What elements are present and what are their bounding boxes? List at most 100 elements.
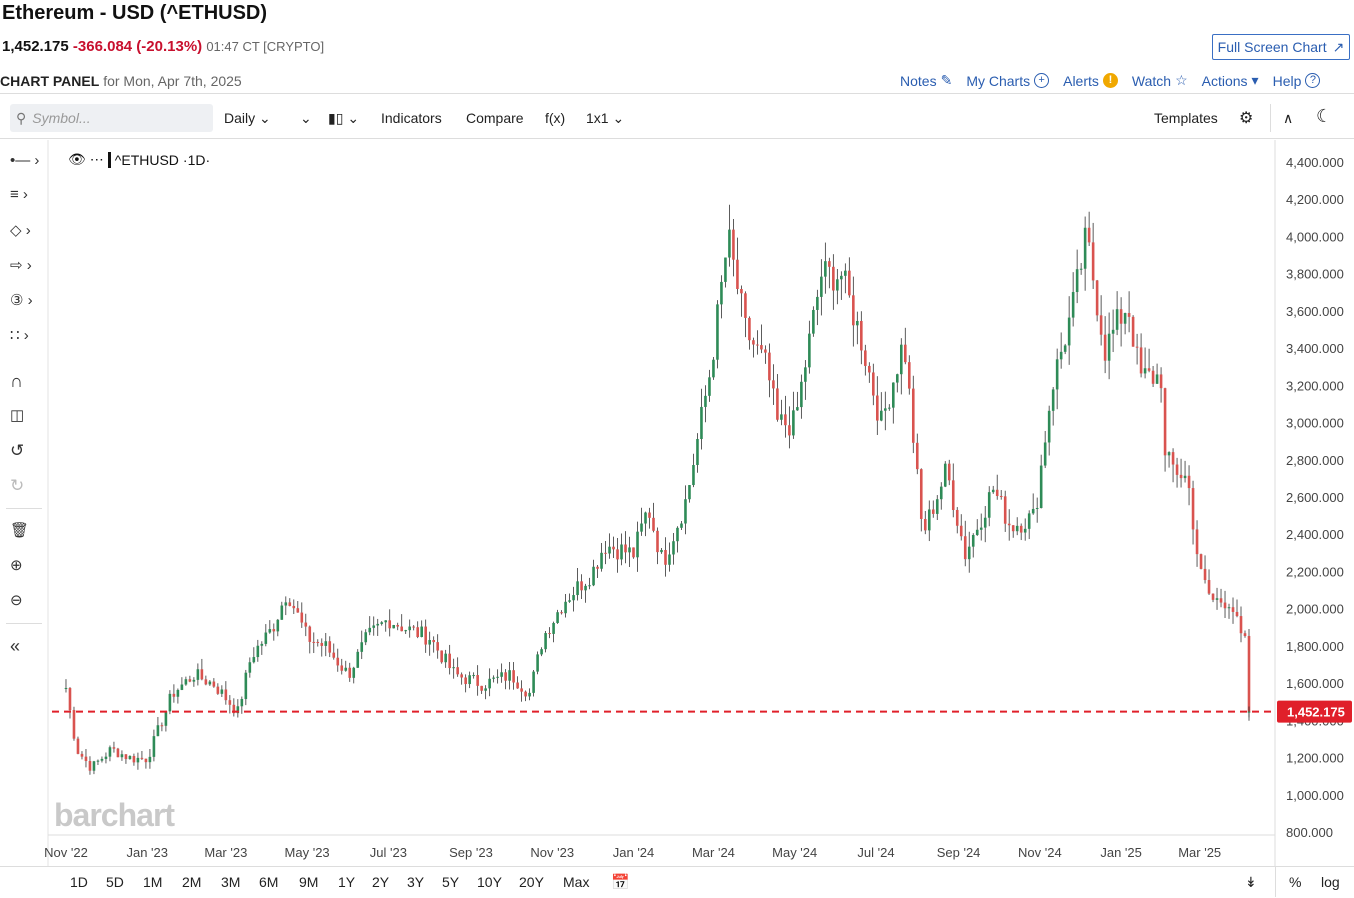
y-tick-label: 3,800.000 [1286, 267, 1344, 282]
candle-body [432, 639, 435, 643]
drawing-tools: •— › ≡ › ◇ › ⇨ › ③ › ∷ › ∩ ◫ ↺ ↻ 🗑 ⊕ ⊖ « [0, 140, 48, 680]
crosshair-tool-icon[interactable]: •— › [10, 152, 40, 169]
candle-body [380, 622, 384, 624]
candle-body [895, 374, 899, 383]
eye-icon[interactable]: 👁 [68, 151, 86, 167]
magnet-icon[interactable]: ∩ [10, 371, 23, 391]
range-2y[interactable]: 2Y [372, 874, 390, 890]
candle-body [760, 345, 763, 350]
fib-tool-icon[interactable]: ≡ › [10, 186, 28, 203]
candle-body [971, 534, 975, 547]
arrow-tool-icon[interactable]: ⇨ › [10, 257, 32, 274]
last-price: 1,452.175 [2, 38, 69, 55]
range-5y[interactable]: 5Y [442, 874, 460, 890]
candle-body [344, 667, 348, 671]
candle-body [496, 676, 499, 678]
trash-icon[interactable]: 🗑 [10, 522, 30, 539]
range-10y[interactable]: 10Y [477, 874, 502, 890]
y-tick-label: 2,600.000 [1286, 490, 1344, 505]
range-6m[interactable]: 6M [259, 874, 279, 890]
series-legend[interactable]: 👁 ⋯ ^ETHUSD ·1D· [68, 151, 210, 168]
compare-button[interactable]: Compare [466, 110, 524, 126]
candle-body [224, 689, 228, 701]
fx-button[interactable]: f(x) [545, 110, 566, 126]
alert-icon: ! [1102, 73, 1118, 88]
gear-icon[interactable]: ⚙ [1239, 110, 1254, 127]
candle-body [712, 359, 715, 378]
calendar-icon[interactable]: 📅 [611, 874, 630, 891]
actions-label: Actions [1201, 72, 1248, 89]
alerts-link[interactable]: Alerts! [1063, 73, 1118, 89]
double-chevron-down-icon[interactable]: ↡ [1245, 874, 1257, 890]
candle-body [304, 622, 308, 627]
x-tick-label: Jul '23 [370, 845, 407, 860]
candle-body [88, 761, 92, 771]
interval-select[interactable]: Daily ⌄ [224, 110, 271, 127]
notes-link[interactable]: Notes ✎ [900, 72, 952, 89]
candle-body [480, 685, 483, 691]
zoom-in-icon[interactable]: ⊕ [10, 557, 23, 574]
candle-body [620, 544, 623, 560]
redo-icon[interactable]: ↻ [10, 476, 25, 495]
percent-scale-toggle[interactable]: % [1289, 874, 1302, 890]
watch-link[interactable]: Watch ☆ [1132, 72, 1188, 89]
range-20y[interactable]: 20Y [519, 874, 544, 890]
candle-body [1047, 410, 1051, 443]
price-chart[interactable]: 4,400.000 4,200.000 4,000.000 3,800.000 3,60… [0, 140, 1354, 866]
range-3m[interactable]: 3M [221, 874, 241, 890]
chart-type-select[interactable]: ▮▯ ⌄ [328, 110, 359, 127]
dark-mode-icon[interactable]: ☾ [1316, 106, 1333, 126]
candle-body [64, 687, 68, 689]
range-1y[interactable]: 1Y [338, 874, 356, 890]
range-1d[interactable]: 1D [70, 874, 88, 890]
symbol-input-placeholder: Symbol... [32, 110, 91, 126]
zoom-out-icon[interactable]: ⊖ [10, 592, 23, 609]
candle-body [812, 309, 815, 334]
range-1m[interactable]: 1M [143, 874, 163, 890]
range-max[interactable]: Max [563, 874, 590, 890]
panel-label-text: CHART PANEL [0, 73, 100, 89]
pattern-tool-icon[interactable]: ∷ › [10, 327, 29, 344]
templates-button[interactable]: Templates [1154, 110, 1218, 126]
lock-icon[interactable]: ◫ [10, 407, 25, 424]
candle-body [116, 748, 120, 758]
candle-body [128, 756, 132, 760]
candle-body [716, 304, 719, 360]
y-tick-label: 1,600.000 [1286, 676, 1344, 691]
candle-body [76, 738, 80, 754]
candle-body [963, 536, 967, 560]
indicators-button[interactable]: Indicators [381, 110, 442, 126]
full-screen-chart-button[interactable]: Full Screen Chart ↗ [1212, 34, 1350, 60]
my-charts-link[interactable]: My Charts + [966, 73, 1050, 89]
shapes-tool-icon[interactable]: ◇ › [10, 222, 31, 239]
x-axis: Nov '22 Jan '23 Mar '23 May '23 Jul '23 Sep '… [44, 845, 1221, 860]
more-icon[interactable]: ⋯ [89, 151, 104, 167]
layout-select[interactable]: 1x1 ⌄ [586, 110, 624, 127]
candle-body [320, 642, 324, 646]
candle-body [180, 684, 184, 690]
candle-body [552, 622, 555, 634]
actions-menu[interactable]: Actions ▾ [1202, 72, 1259, 89]
counter-tool-icon[interactable]: ③ › [10, 292, 33, 309]
range-9m[interactable]: 9M [299, 874, 319, 890]
help-link[interactable]: Help? [1273, 73, 1321, 89]
candle-body [412, 626, 415, 628]
range-2m[interactable]: 2M [182, 874, 202, 890]
log-scale-toggle[interactable]: log [1321, 874, 1340, 890]
candle-body [1075, 269, 1079, 293]
y-tick-label: 4,400.000 [1286, 155, 1344, 170]
collapse-left-icon[interactable]: « [10, 636, 21, 656]
timeframe-dropdown[interactable]: ⌄ [300, 110, 312, 127]
collapse-up-icon[interactable]: ∧ [1283, 110, 1294, 126]
symbol-search[interactable]: ⚲ Symbol... [10, 104, 213, 132]
candle-body [252, 657, 256, 663]
candle-body [995, 489, 999, 496]
candle-body [680, 523, 683, 528]
x-tick-label: Sep '24 [937, 845, 981, 860]
range-3y[interactable]: 3Y [407, 874, 425, 890]
undo-icon[interactable]: ↺ [10, 441, 25, 460]
candle-body [987, 492, 991, 518]
range-5d[interactable]: 5D [106, 874, 124, 890]
candle-body [264, 632, 268, 644]
candle-body [728, 229, 731, 258]
